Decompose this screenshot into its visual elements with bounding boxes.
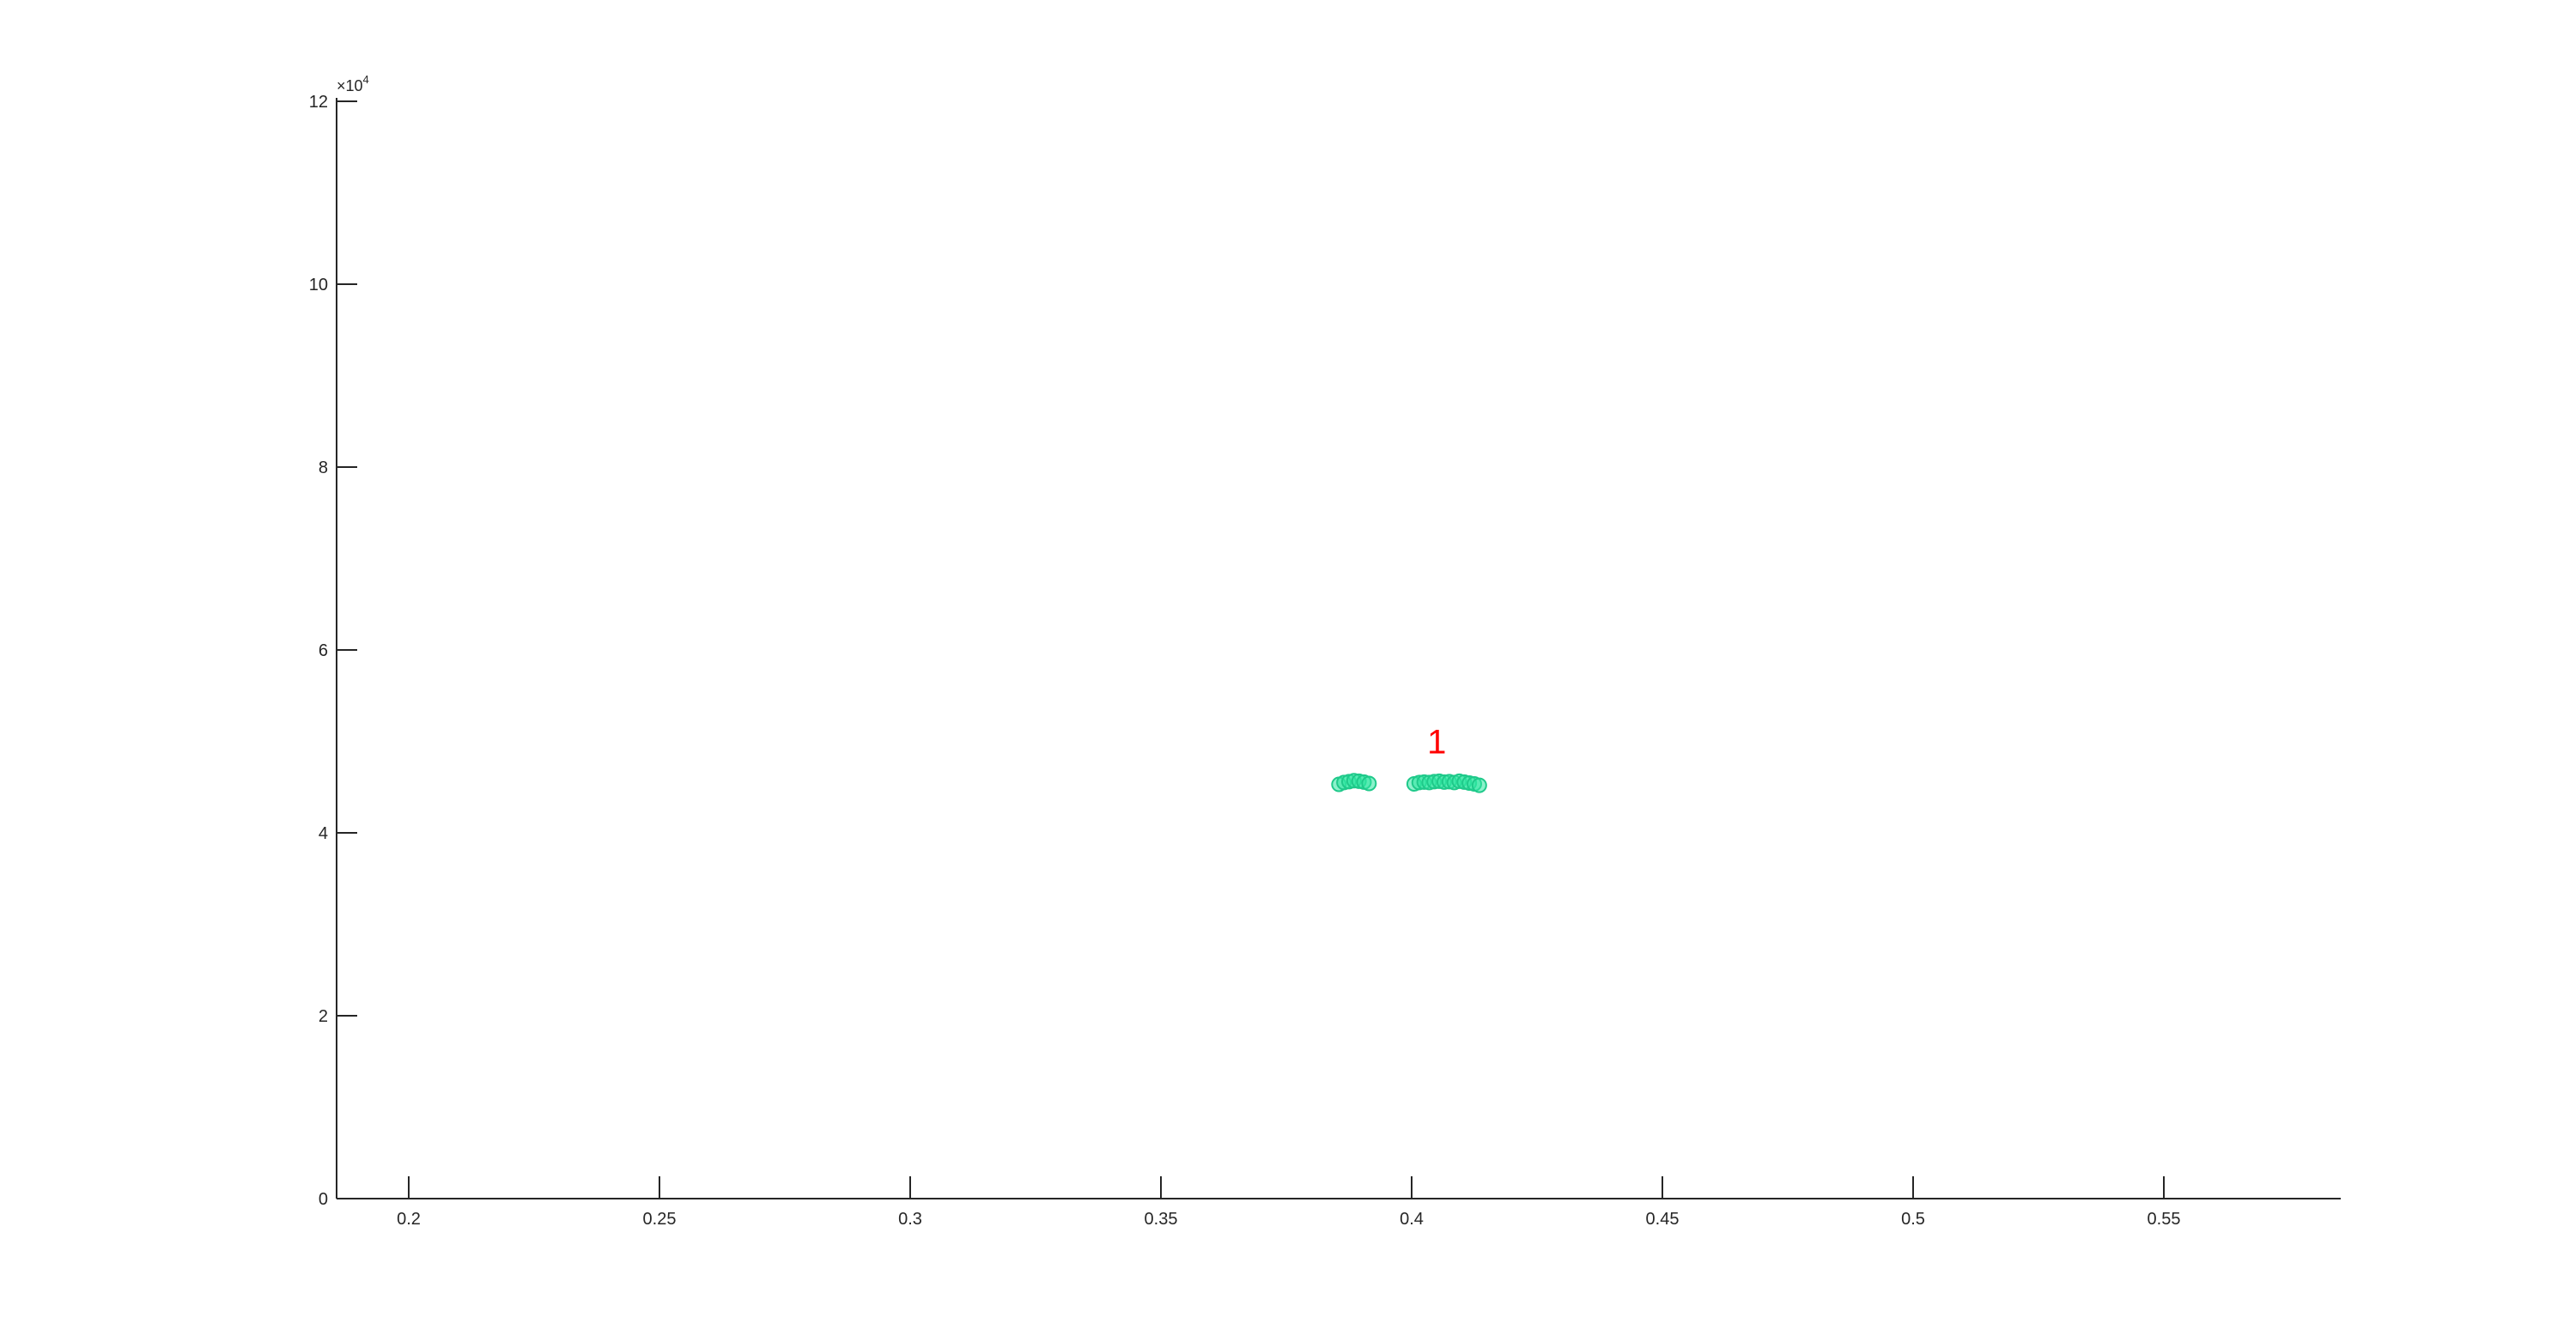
x-tick-label: 0.45: [1646, 1210, 1680, 1229]
y-exponent-label: ×104: [337, 73, 369, 94]
x-tick-label: 0.4: [1400, 1210, 1424, 1229]
y-exponent-base: ×10: [337, 77, 363, 94]
x-tick-label: 0.25: [643, 1210, 677, 1229]
scatter-points: [1331, 773, 1487, 793]
x-tick-label: 0.55: [2148, 1210, 2181, 1229]
x-tick-label: 0.3: [898, 1210, 922, 1229]
x-tick-label: 0.5: [1901, 1210, 1925, 1229]
y-exponent-power: 4: [363, 73, 369, 86]
scatter-point: [1361, 775, 1377, 792]
y-tick-label: 4: [319, 824, 328, 843]
y-tick-label: 2: [319, 1007, 328, 1026]
annotation-label: 1: [1427, 724, 1446, 762]
x-ticks: 0.2 0.25 0.3 0.35 0.4 0.45 0.5 0.55: [397, 1176, 2180, 1229]
y-ticks: 0 2 4 6 8 10 12: [309, 93, 357, 1209]
axes: 0.2 0.25 0.3 0.35 0.4 0.45 0.5 0.55 0 2 4 6 8 10 12 ×…: [309, 73, 2341, 1229]
x-tick-label: 0.2: [397, 1210, 421, 1229]
y-tick-label: 8: [319, 458, 328, 477]
scatter-point: [1471, 777, 1487, 793]
y-tick-label: 10: [309, 276, 328, 295]
y-tick-label: 0: [319, 1190, 328, 1209]
y-tick-label: 6: [319, 641, 328, 660]
x-tick-label: 0.35: [1145, 1210, 1178, 1229]
y-tick-label: 12: [309, 93, 328, 112]
